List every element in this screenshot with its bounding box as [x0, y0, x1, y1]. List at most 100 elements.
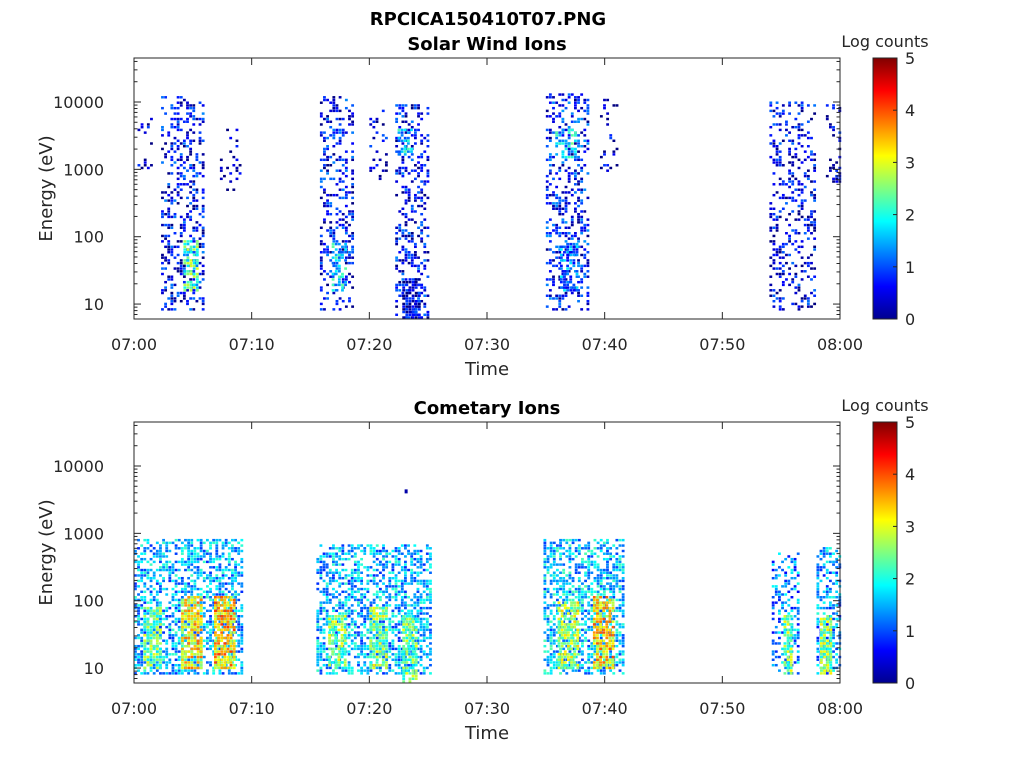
- data-cell: [350, 574, 354, 577]
- data-cell: [564, 270, 568, 273]
- data-cell: [202, 576, 206, 580]
- data-cell: [403, 147, 407, 151]
- data-cell: [192, 109, 196, 113]
- data-cell: [164, 234, 168, 238]
- data-cell: [184, 658, 187, 661]
- data-cell: [335, 221, 339, 224]
- data-cell: [414, 642, 418, 645]
- data-cell: [543, 582, 547, 585]
- data-cell: [423, 136, 427, 140]
- data-cell: [134, 596, 137, 599]
- data-cell: [205, 596, 209, 599]
- data-cell: [134, 574, 137, 577]
- data-cell: [205, 661, 209, 664]
- data-cell: [167, 150, 171, 153]
- data-cell: [229, 650, 233, 653]
- data-cell: [574, 245, 577, 249]
- data-cell: [395, 264, 399, 268]
- data-cell: [402, 658, 406, 661]
- data-cell: [344, 576, 348, 580]
- data-cell: [800, 191, 804, 194]
- data-cell: [316, 647, 320, 651]
- data-cell: [769, 240, 773, 243]
- data-cell: [813, 289, 817, 292]
- data-cell: [192, 196, 196, 200]
- data-cell: [338, 666, 342, 670]
- data-cell: [384, 625, 388, 629]
- data-cell: [366, 666, 370, 670]
- data-cell: [189, 147, 193, 151]
- data-cell: [218, 669, 222, 672]
- data-cell: [410, 180, 414, 183]
- data-cell: [378, 612, 382, 615]
- data-cell: [176, 177, 180, 181]
- data-cell: [543, 563, 547, 566]
- data-cell: [413, 606, 417, 610]
- data-cell: [146, 587, 150, 591]
- data-cell: [404, 566, 407, 569]
- data-cell: [404, 253, 408, 257]
- data-cell: [384, 617, 388, 621]
- data-cell: [552, 574, 556, 577]
- data-cell: [338, 571, 342, 574]
- data-cell: [341, 283, 344, 287]
- data-cell: [143, 653, 147, 656]
- data-cell: [161, 291, 164, 295]
- data-cell: [199, 620, 203, 623]
- data-cell: [182, 177, 186, 181]
- data-cell: [173, 232, 177, 235]
- data-cell: [408, 302, 412, 306]
- data-cell: [545, 278, 549, 281]
- data-cell: [171, 653, 175, 656]
- data-cell: [577, 109, 580, 113]
- data-cell: [583, 139, 587, 143]
- data-cell: [214, 604, 217, 607]
- data-cell: [215, 587, 219, 591]
- data-cell: [159, 582, 162, 585]
- data-cell: [180, 541, 184, 545]
- data-cell: [810, 305, 813, 308]
- data-cell: [338, 109, 342, 113]
- data-cell: [402, 644, 406, 648]
- data-cell: [152, 587, 156, 591]
- data-cell: [410, 210, 414, 213]
- data-cell: [791, 302, 795, 306]
- data-cell: [161, 256, 164, 259]
- data-cell: [366, 672, 370, 675]
- data-cell: [344, 229, 348, 232]
- data-cell: [397, 661, 401, 664]
- data-cell: [192, 180, 196, 183]
- data-cell: [407, 669, 410, 672]
- data-cell: [344, 261, 348, 265]
- data-cell: [378, 666, 382, 670]
- data-cell: [341, 568, 345, 572]
- data-cell: [552, 191, 555, 194]
- data-cell: [161, 161, 164, 164]
- data-cell: [810, 191, 813, 194]
- data-cell: [347, 661, 351, 664]
- data-cell: [420, 291, 424, 295]
- data-cell: [195, 188, 199, 191]
- data-cell: [405, 289, 409, 292]
- data-cell: [569, 267, 573, 270]
- data-cell: [360, 612, 364, 615]
- data-cell: [558, 261, 562, 265]
- data-cell: [775, 161, 779, 164]
- data-cell: [394, 615, 398, 618]
- data-cell: [193, 549, 197, 553]
- data-cell: [572, 264, 576, 268]
- data-cell: [548, 202, 552, 205]
- data-cell: [202, 606, 206, 610]
- data-cell: [552, 259, 555, 262]
- data-cell: [561, 161, 565, 164]
- data-cell: [167, 251, 171, 254]
- data-cell: [155, 541, 159, 545]
- data-cell: [347, 587, 351, 591]
- data-cell: [234, 547, 237, 550]
- data-cell: [394, 549, 398, 553]
- data-cell: [234, 574, 237, 577]
- data-cell: [785, 196, 788, 200]
- data-cell: [363, 615, 367, 618]
- data-cell: [350, 628, 354, 632]
- data-cell: [410, 150, 413, 153]
